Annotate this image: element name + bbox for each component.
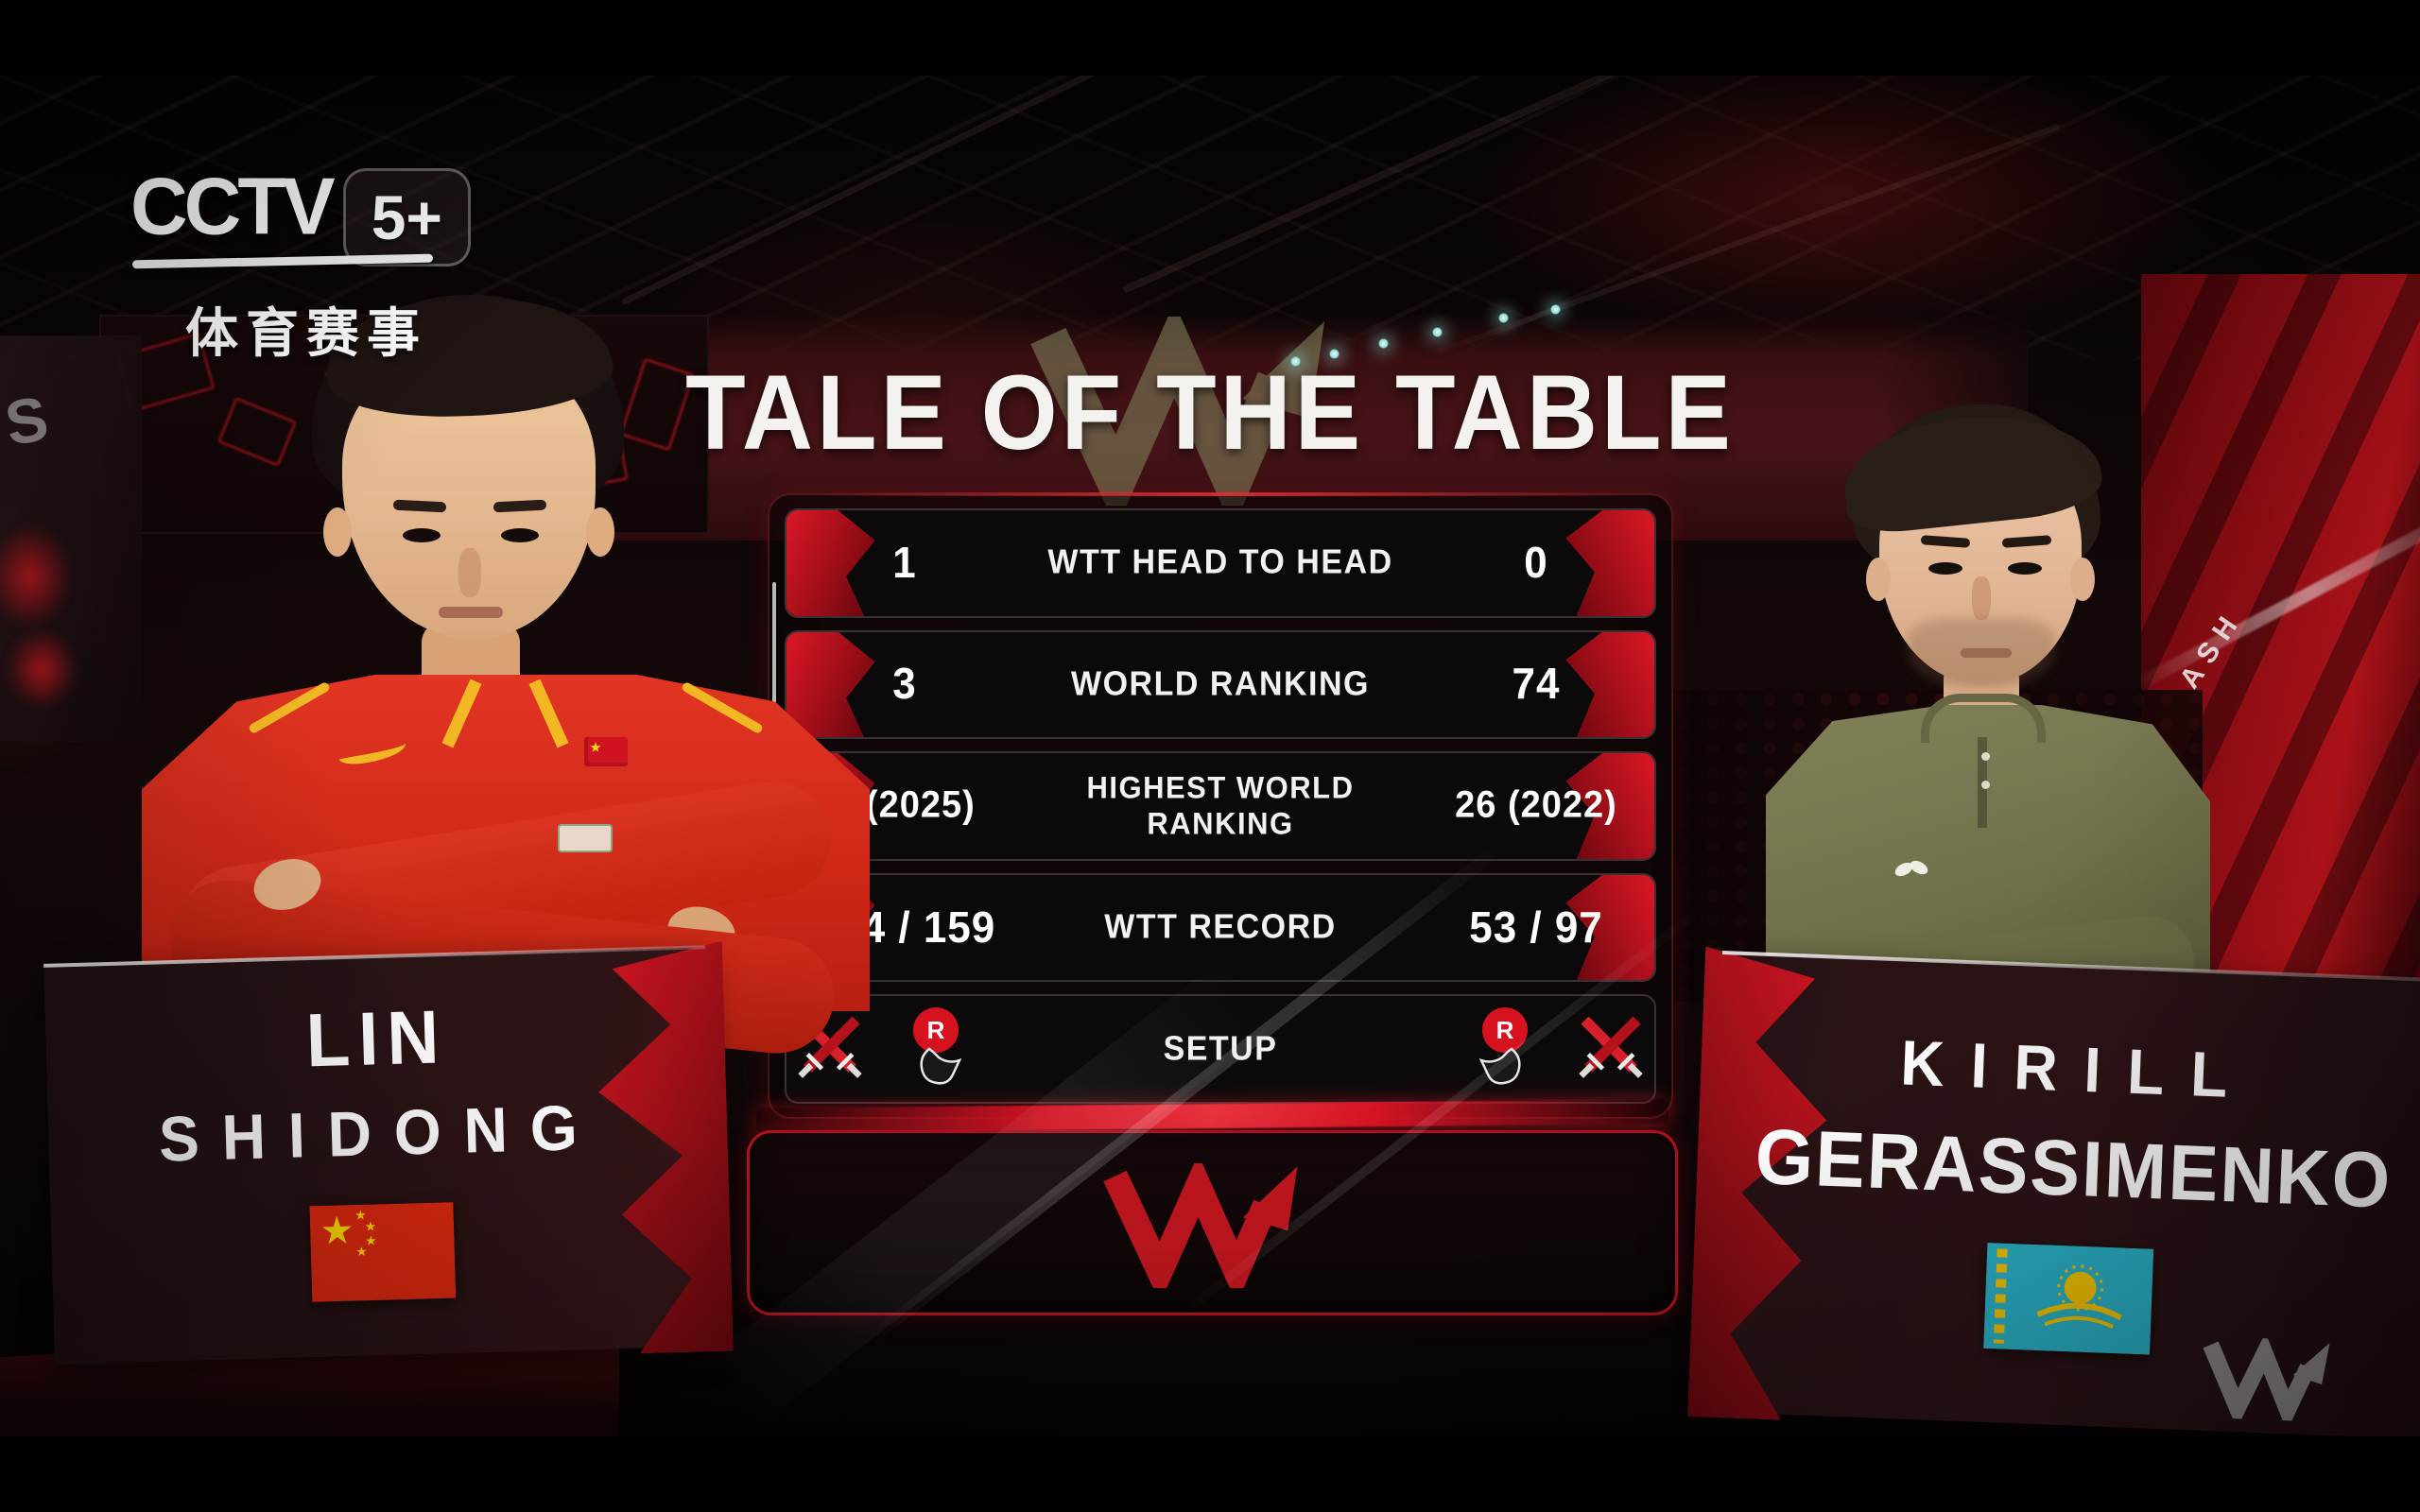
player-ear — [1866, 558, 1891, 601]
right-player-value: 53 / 97 — [1469, 902, 1603, 953]
stats-row-highest-ranking: 1 (2025) HIGHEST WORLD RANKING 26 (2022) — [785, 751, 1656, 861]
page-title: TALE OF THE TABLE — [685, 353, 1735, 472]
left-handedness: R — [873, 1005, 998, 1092]
stat-label: WORLD RANKING — [1070, 664, 1371, 704]
kazakhstan-flag-icon — [1983, 1242, 2154, 1355]
red-glow — [6, 628, 78, 710]
player-mouth — [1961, 648, 2012, 658]
right-attack-style — [1567, 1013, 1654, 1085]
china-flag-icon — [309, 1202, 457, 1302]
red-glow — [0, 524, 72, 628]
stats-row-setup: R SETUP R — [785, 994, 1656, 1104]
player-eye — [2008, 562, 2042, 575]
channel-subtitle: 体育赛事 — [185, 303, 427, 363]
right-player-value: 0 — [1524, 538, 1548, 588]
left-player-value: 3 — [892, 659, 917, 709]
stat-label: SETUP — [1163, 1029, 1278, 1068]
stats-row-world-ranking: 3 WORLD RANKING 74 — [785, 629, 1656, 740]
channel-number: 5+ — [371, 182, 442, 252]
cctv-logo: CCTV 5+ 体育赛事 — [130, 161, 471, 368]
spotlight-icon — [1378, 338, 1389, 349]
player-first-name: LIN — [304, 994, 449, 1084]
polo-collar — [1921, 694, 2046, 743]
wtt-logo-red-icon — [1098, 1154, 1315, 1304]
china-flag-patch-icon — [584, 737, 628, 766]
player-ear — [2070, 558, 2095, 601]
player-ear — [586, 507, 614, 557]
stat-label: HIGHEST WORLD RANKING — [1086, 769, 1355, 842]
name-plate-right: KIRILL GERASSIMENKO — [1704, 953, 2420, 1439]
right-handedness: R — [1443, 1005, 1567, 1092]
right-player-value: 26 (2022) — [1455, 784, 1617, 827]
title-block: TALE OF THE TABLE — [0, 353, 2420, 472]
player-nose — [458, 548, 481, 597]
cctv-logo-row: CCTV 5+ — [130, 161, 471, 266]
letterbox-top — [0, 0, 2420, 76]
player-eye — [501, 528, 539, 542]
stats-row-wtt-record: 124 / 159 WTT RECORD 53 / 97 — [785, 872, 1656, 983]
stats-row-head-to-head: 1 WTT HEAD TO HEAD 0 — [785, 508, 1656, 618]
right-hand-paddle-icon: R — [913, 1007, 962, 1085]
wtt-logo-watermark-icon — [1026, 302, 1347, 530]
player-eye — [1928, 562, 1962, 575]
polo-button — [1981, 752, 1990, 761]
stat-label: WTT HEAD TO HEAD — [1047, 543, 1393, 582]
handedness-letter: R — [1496, 1016, 1514, 1044]
stat-label: WTT RECORD — [1104, 907, 1337, 947]
spotlight-icon — [1550, 304, 1561, 315]
wtt-logo-gray-icon — [2196, 1332, 2341, 1432]
glass-panel-left: S — [0, 335, 142, 742]
player-nose — [1972, 576, 1991, 620]
stats-comparison-panel: 1 WTT HEAD TO HEAD 0 3 WORLD RANKING 74 … — [768, 492, 1673, 1119]
left-player-value: 1 — [892, 538, 917, 588]
name-plate-left: LIN SHIDONG — [43, 947, 717, 1365]
letterbox-bottom — [0, 1436, 2420, 1512]
player-ear — [323, 507, 352, 557]
right-player-value: 74 — [1512, 659, 1561, 709]
spotlight-icon — [1432, 327, 1443, 337]
right-hand-paddle-icon: R — [1478, 1007, 1528, 1085]
spotlight-icon — [1498, 313, 1509, 323]
player-mouth — [439, 607, 503, 618]
polo-button — [1981, 781, 1990, 789]
team-patch — [558, 824, 613, 852]
lower-panel — [747, 1130, 1678, 1315]
channel-badge: 5+ — [342, 168, 471, 266]
crossed-swords-icon — [1579, 1016, 1643, 1079]
spotlight-icon — [1329, 349, 1340, 359]
player-photo-right — [1766, 404, 2210, 1052]
stats-rows: 1 WTT HEAD TO HEAD 0 3 WORLD RANKING 74 … — [785, 508, 1656, 1104]
spotlight-icon — [1290, 356, 1301, 367]
cctv-wordmark: CCTV — [130, 161, 336, 251]
player-eye — [403, 528, 441, 542]
handedness-letter: R — [927, 1016, 945, 1044]
player-photo-left — [142, 295, 870, 1059]
